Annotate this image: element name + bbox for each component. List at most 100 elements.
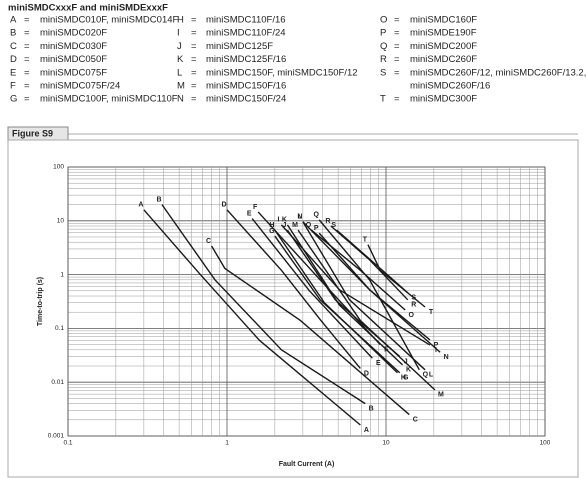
legend-key: N bbox=[177, 94, 184, 105]
legend-key: G bbox=[10, 94, 17, 105]
curve-label: L bbox=[298, 214, 303, 221]
curve bbox=[318, 232, 431, 341]
legend-text: miniSMDC110F/24 bbox=[206, 28, 286, 39]
curve-label: I bbox=[277, 217, 279, 224]
x-tick-label: 0.1 bbox=[63, 440, 72, 447]
legend-key: P bbox=[380, 28, 386, 39]
curve-label: P bbox=[434, 342, 439, 349]
curve-label: J bbox=[283, 222, 287, 229]
curve-label: G bbox=[403, 375, 409, 382]
curve bbox=[274, 229, 398, 374]
curve-label: C bbox=[206, 238, 211, 245]
legend-key: Q bbox=[380, 41, 387, 52]
curve bbox=[367, 244, 426, 308]
curve-label: R bbox=[325, 218, 330, 225]
curve-label: F bbox=[253, 204, 258, 211]
legend-key: S bbox=[380, 67, 386, 78]
curve-label: B bbox=[156, 196, 161, 203]
legend-key: A bbox=[10, 15, 17, 26]
legend-text: miniSMDC260F bbox=[410, 54, 477, 65]
curve-label: N bbox=[297, 214, 302, 221]
curve-label: L bbox=[429, 372, 434, 379]
curve bbox=[210, 245, 410, 416]
legend-key: I bbox=[177, 28, 180, 39]
figure-label: Figure S9 bbox=[12, 128, 53, 138]
legend-key: R bbox=[380, 54, 387, 65]
curve-label: C bbox=[413, 416, 418, 423]
legend-text: miniSMDC150F/16 bbox=[206, 81, 286, 92]
legend-key: C bbox=[10, 41, 17, 52]
y-tick-label: 100 bbox=[53, 164, 64, 171]
legend-key: K bbox=[177, 54, 184, 65]
curve-label: B bbox=[369, 405, 374, 412]
legend-separator: = bbox=[191, 81, 197, 92]
curve-label: T bbox=[363, 237, 368, 244]
legend-separator: = bbox=[24, 54, 30, 65]
legend-separator: = bbox=[24, 15, 30, 26]
curve-label: A bbox=[364, 427, 369, 434]
y-tick-label: 0.001 bbox=[48, 433, 65, 440]
legend-separator: = bbox=[394, 54, 400, 65]
x-tick-label: 1 bbox=[225, 440, 229, 447]
x-axis-title: Fault Current (A) bbox=[279, 461, 335, 468]
legend-key: E bbox=[10, 67, 16, 78]
title: miniSMDCxxxF and miniSMDExxxF bbox=[8, 3, 168, 14]
legend-separator: = bbox=[191, 15, 197, 26]
curve bbox=[297, 229, 436, 391]
curve-label: R bbox=[411, 302, 416, 309]
curve-label: Q bbox=[313, 212, 319, 219]
legend-text: miniSMDC125F bbox=[206, 41, 273, 52]
legend-key: M bbox=[177, 81, 185, 92]
legend-text: miniSMDC010F, miniSMDC014F bbox=[40, 15, 179, 26]
curve bbox=[286, 224, 403, 366]
legend-text: miniSMDC125F/16 bbox=[206, 54, 286, 65]
curve-label: A bbox=[138, 202, 143, 209]
figure-frame bbox=[7, 139, 579, 478]
legend-text: miniSMDC260F/12, miniSMDC260F/13.2, bbox=[410, 67, 586, 78]
curve-label: M bbox=[292, 222, 298, 229]
curve bbox=[226, 209, 361, 369]
legend-text: miniSMDC260F/16 bbox=[410, 81, 490, 92]
curve-label: D bbox=[221, 202, 226, 209]
curve bbox=[143, 209, 361, 426]
legend-separator: = bbox=[24, 28, 30, 39]
legend-text: miniSMDC050F bbox=[40, 54, 107, 65]
curve bbox=[318, 219, 420, 371]
legend-separator: = bbox=[24, 94, 30, 105]
curve bbox=[257, 211, 381, 346]
legend-separator: = bbox=[24, 67, 30, 78]
y-tick-label: 1 bbox=[60, 271, 64, 278]
legend-separator: = bbox=[191, 94, 197, 105]
x-tick-label: 100 bbox=[540, 440, 551, 447]
legend-text: miniSMDC110F/16 bbox=[206, 15, 286, 26]
legend-text: miniSMDC150F, miniSMDC150F/12 bbox=[206, 67, 358, 78]
legend-separator: = bbox=[394, 67, 400, 78]
legend-key: T bbox=[380, 94, 386, 105]
curve-label: E bbox=[376, 360, 381, 367]
y-tick-label: 0.01 bbox=[51, 379, 64, 386]
curve bbox=[302, 221, 426, 371]
legend-key: D bbox=[10, 54, 17, 65]
legend-text: miniSMDC160F bbox=[410, 15, 477, 26]
legend-key: J bbox=[177, 41, 182, 52]
legend-separator: = bbox=[191, 28, 197, 39]
x-tick-label: 10 bbox=[382, 440, 390, 447]
legend-separator: = bbox=[24, 81, 30, 92]
curve-label: G bbox=[269, 228, 275, 235]
curve-label: E bbox=[247, 210, 252, 217]
legend-text: miniSMDC100F, miniSMDC110F bbox=[40, 94, 178, 105]
curve-label: T bbox=[429, 309, 434, 316]
legend-key: B bbox=[10, 28, 16, 39]
legend-separator: = bbox=[394, 15, 400, 26]
legend-separator: = bbox=[394, 41, 400, 52]
legend-separator: = bbox=[24, 41, 30, 52]
legend-separator: = bbox=[191, 67, 197, 78]
curve-label: I bbox=[435, 347, 437, 354]
curve-label: O bbox=[408, 312, 414, 319]
curve-label: D bbox=[364, 370, 369, 377]
legend-separator: = bbox=[394, 28, 400, 39]
curve-label: N bbox=[444, 354, 449, 361]
legend-text: miniSMDC030F bbox=[40, 41, 107, 52]
legend-separator: = bbox=[191, 41, 197, 52]
